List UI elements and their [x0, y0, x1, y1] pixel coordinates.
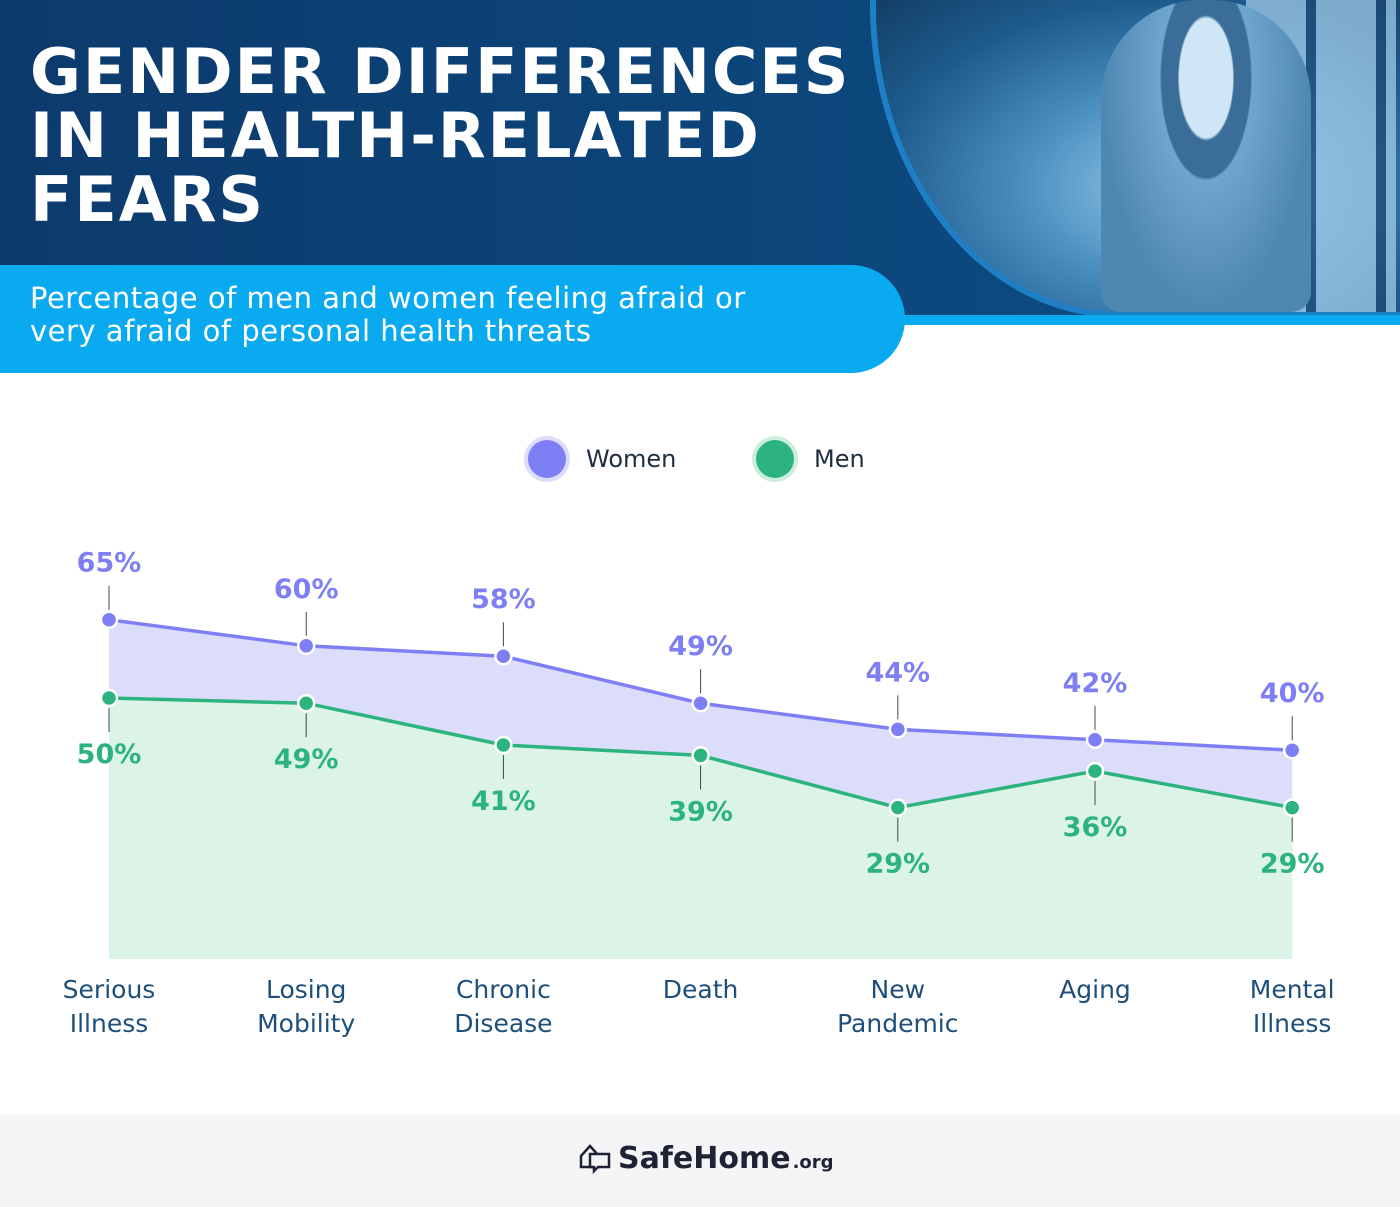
header-photo — [870, 0, 1400, 318]
x-tick-label: Chronic Disease — [454, 975, 552, 1038]
women-point — [494, 646, 513, 666]
x-tick-label: Aging — [1059, 975, 1131, 1004]
x-tick-label: Losing Mobility — [257, 975, 355, 1038]
women-point — [99, 610, 119, 629]
subtitle-bar — [0, 265, 905, 373]
footer — [0, 1115, 1400, 1207]
women-data-label: 65% — [77, 548, 142, 579]
subtitle-line: Percentage of men and women feeling afra… — [30, 281, 746, 315]
x-tick-label: New Pandemic — [837, 975, 958, 1038]
line-chart: 65% 60% 58% 49% 44% 42% 40% 50% 49% 41% 39% 29% 36% 2… — [63, 548, 1335, 1038]
legend-men-label: Men — [814, 445, 865, 473]
women-data-label: 49% — [668, 631, 733, 662]
women-data-label: 42% — [1063, 668, 1128, 699]
women-point — [888, 720, 908, 739]
women-data-label: 60% — [274, 574, 339, 605]
accent-strip — [880, 315, 1400, 325]
women-point — [691, 693, 710, 713]
x-tick-label: Mental Illness — [1250, 975, 1335, 1038]
page-title: GENDER DIFFERENCES IN HEALTH-RELATED FEA… — [30, 40, 850, 232]
women-data-label: 44% — [865, 657, 930, 688]
men-data-label: 36% — [1063, 812, 1128, 843]
men-point — [296, 693, 316, 713]
legend-women-swatch — [528, 440, 566, 478]
x-tick-label: Serious Illness — [63, 975, 156, 1038]
safehome-logo: SafeHome .org — [578, 1140, 834, 1176]
brand-tld: .org — [792, 1152, 834, 1173]
women-point — [1085, 730, 1105, 750]
men-point — [691, 746, 710, 765]
men-point — [1282, 798, 1302, 817]
men-data-label: 50% — [77, 739, 142, 770]
subtitle: Percentage of men and women feeling afra… — [30, 282, 746, 348]
men-data-label: 29% — [1260, 849, 1325, 880]
women-data-label: 40% — [1260, 678, 1325, 709]
subtitle-line: very afraid of personal health threats — [30, 314, 592, 348]
legend-men: Men — [756, 440, 865, 478]
women-point — [296, 636, 316, 656]
legend-women-label: Women — [586, 445, 677, 473]
men-point — [99, 688, 119, 708]
title-line: GENDER DIFFERENCES — [30, 35, 851, 108]
men-point — [1085, 761, 1105, 781]
title-line: IN HEALTH-RELATED — [30, 99, 761, 172]
women-point — [1282, 740, 1302, 760]
men-data-label: 29% — [865, 849, 930, 880]
women-data-label: 58% — [471, 584, 536, 615]
legend-men-swatch — [756, 440, 794, 478]
x-tick-label: Death — [663, 975, 739, 1004]
men-data-label: 39% — [668, 796, 733, 827]
men-point — [494, 735, 513, 755]
men-data-label: 49% — [274, 744, 339, 775]
men-data-label: 41% — [471, 786, 536, 817]
legend: Women Men — [0, 440, 1400, 490]
legend-women: Women — [528, 440, 676, 478]
brand-name: SafeHome — [618, 1141, 791, 1176]
men-area — [109, 698, 1293, 959]
title-line: FEARS — [30, 163, 266, 236]
men-point — [888, 798, 908, 817]
house-chat-icon — [579, 1144, 611, 1174]
